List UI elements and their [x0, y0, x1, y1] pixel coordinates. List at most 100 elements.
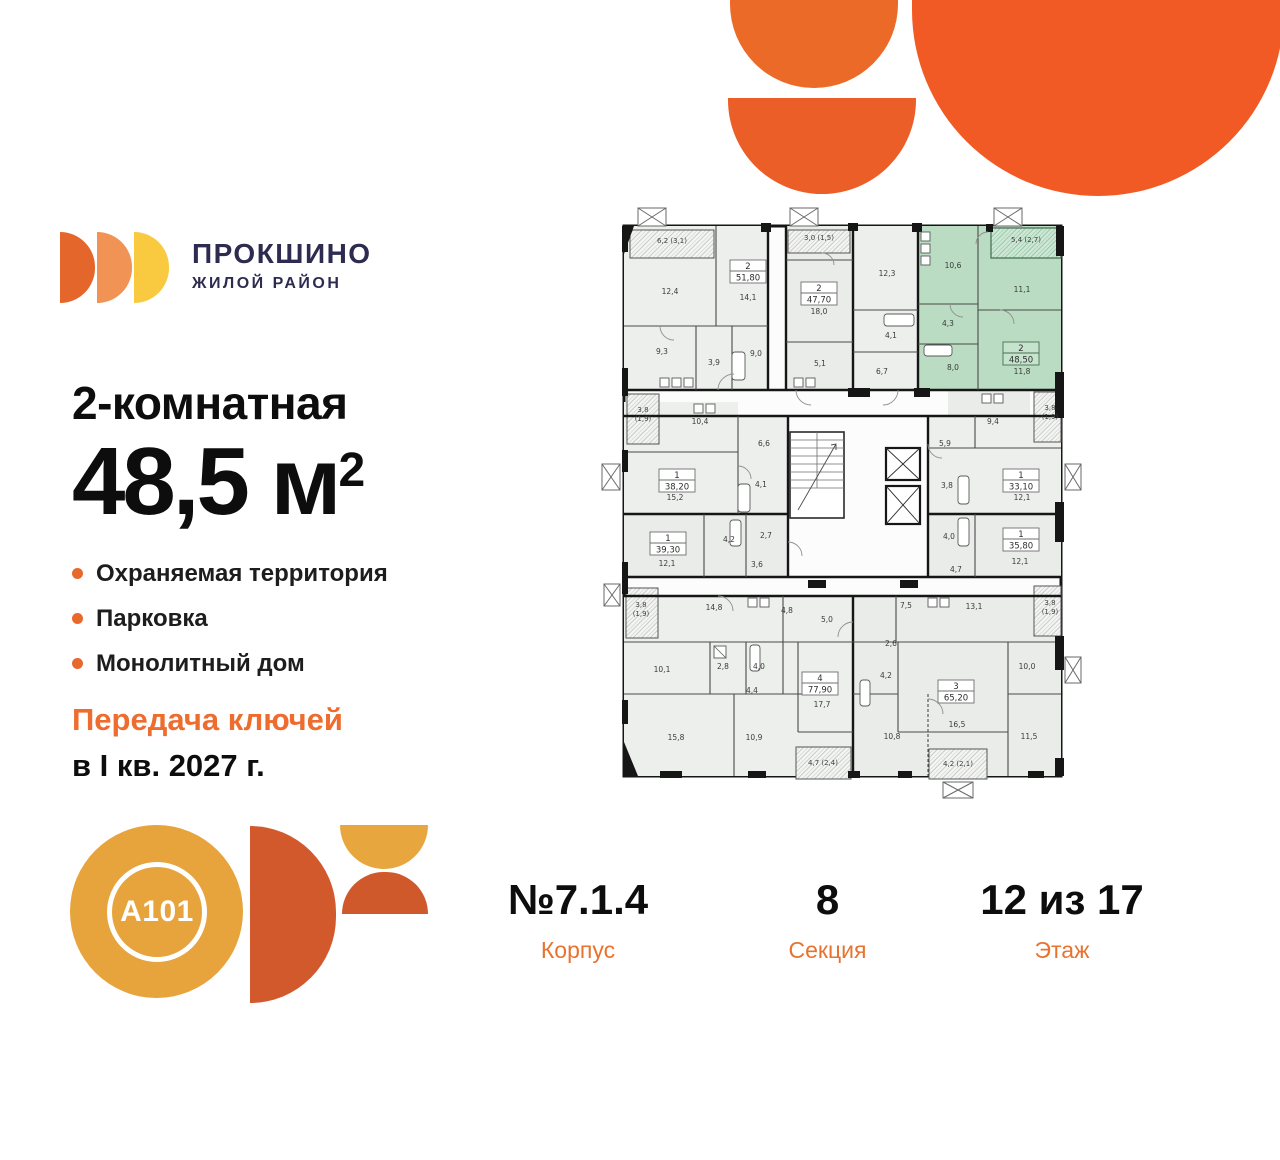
developer-logo: A101 — [65, 823, 440, 1013]
fixtures — [659, 231, 1004, 707]
handover-line-1: Передача ключей — [72, 702, 343, 737]
logo-halfcircle-yellow — [134, 232, 169, 303]
decor-semicircle-medium — [728, 98, 916, 194]
room-area-label: 15,2 — [667, 493, 684, 502]
section-info: 8 Секция — [745, 876, 910, 964]
room-area-label: 10,1 — [654, 665, 671, 674]
apartment-label-highlighted: 248,50 — [1002, 341, 1040, 366]
logo-halfcircle-light-orange — [97, 232, 132, 303]
room-partitions — [624, 226, 1061, 776]
room-area-label: 14,8 — [706, 603, 723, 612]
room-area-label: 5,1 — [814, 359, 826, 368]
apartment-label: 138,20 — [658, 468, 696, 493]
room-area-label: 17,7 — [814, 700, 831, 709]
balcony-area-label: (1,9) — [1042, 413, 1059, 421]
apartment-rooms-count: 2 — [816, 284, 821, 294]
apartment-label: 247,70 — [800, 281, 838, 306]
apartment-rooms-count: 1 — [1018, 471, 1023, 481]
apartment-label: 139,30 — [649, 531, 687, 556]
handover-line-2: в I кв. 2027 г. — [72, 748, 265, 783]
room-area-label: 10,6 — [945, 261, 962, 270]
room-area-label: 12,4 — [662, 287, 679, 296]
balcony-area-label: 6,2 (3,1) — [657, 237, 687, 245]
balcony-area-label: 3,8 — [637, 406, 648, 414]
room-area-label: 2,6 — [885, 639, 897, 648]
feature-item: Монолитный дом — [72, 650, 512, 678]
vent-shafts — [601, 207, 1082, 799]
room-area-label: 3,8 — [941, 481, 953, 490]
apartment-label: 251,80 — [729, 259, 767, 284]
room-area-label: 4,7 — [950, 565, 962, 574]
apartment-area-value: 77,90 — [808, 686, 832, 696]
floor-info: 12 из 17 Этаж — [952, 876, 1172, 964]
balcony-area-label: (1,9) — [1042, 608, 1059, 616]
floor-value: 12 из 17 — [980, 876, 1144, 923]
room-area-label: 5,0 — [821, 615, 833, 624]
apartment-rooms-count: 1 — [665, 534, 670, 544]
apartment-rooms-count: 1 — [1018, 530, 1023, 540]
a101-text: A101 — [120, 895, 194, 928]
bullet-icon — [72, 568, 83, 579]
apartment-rooms-count: 1 — [674, 471, 679, 481]
balcony-area-label: 3,0 (1,5) — [804, 234, 834, 242]
offer-block: 2-комнатная 48,5 м2 Охраняемая территори… — [72, 376, 512, 784]
a101-orange-shape — [342, 872, 428, 914]
room-area-label: 13,1 — [966, 602, 983, 611]
room-area-label: 10,0 — [1019, 662, 1036, 671]
apartment-label: 365,20 — [937, 679, 975, 704]
balcony-area-label: (1,9) — [635, 415, 652, 423]
room-area-label: 10,9 — [746, 733, 763, 742]
room-area-label: 4,2 — [880, 671, 892, 680]
brand-name: ПРОКШИНО — [192, 238, 372, 269]
room-area-label: 4,0 — [753, 662, 765, 671]
room-area-label: 10,4 — [692, 417, 709, 426]
apartment-area-value: 65,20 — [944, 694, 968, 704]
room-area-label: 4,0 — [943, 532, 955, 541]
building-info: №7.1.4 Корпус — [488, 876, 668, 964]
a101-yellow-shape — [340, 825, 428, 869]
elevators — [884, 446, 922, 526]
area-superscript: 2 — [338, 444, 366, 497]
apartment-rooms-count: 2 — [745, 262, 750, 272]
feature-item: Парковка — [72, 605, 512, 633]
room-area-label: 3,9 — [708, 358, 720, 367]
decor-semicircle-large — [912, 0, 1280, 196]
room-area-label: 2,7 — [760, 531, 772, 540]
brand-logo: ПРОКШИНО ЖИЛОЙ РАЙОН — [60, 232, 480, 312]
apartment-rooms-count: 4 — [817, 674, 822, 684]
room-area-label: 8,0 — [947, 363, 959, 372]
room-area-label: 3,6 — [751, 560, 763, 569]
features-list: Охраняемая территория Парковка Монолитны… — [72, 560, 512, 678]
room-area-label: 12,3 — [879, 269, 896, 278]
apartment-area-value: 51,80 — [736, 274, 760, 284]
major-walls — [624, 226, 1061, 776]
apartment-area-value: 33,10 — [1009, 483, 1033, 493]
a101-halfcircle — [250, 826, 336, 1003]
balcony-area-label: 4,2 (2,1) — [943, 760, 973, 768]
room-area-label: 15,8 — [668, 733, 685, 742]
apartment-area-value: 39,30 — [656, 546, 680, 556]
room-area-label: 2,8 — [717, 662, 729, 671]
room-area-label: 4,1 — [885, 331, 897, 340]
apartment-area-value: 35,80 — [1009, 542, 1033, 552]
room-area-label: 9,0 — [750, 349, 762, 358]
decor-semicircle-small — [730, 0, 898, 88]
room-area-label: 18,0 — [811, 307, 828, 316]
room-area-label: 6,7 — [876, 367, 888, 376]
room-area-label: 9,3 — [656, 347, 668, 356]
room-area-label: 14,1 — [740, 293, 757, 302]
room-area-label: 5,9 — [939, 439, 951, 448]
apartment-label: 477,90 — [801, 671, 839, 696]
logo-halfcircle-orange — [60, 232, 95, 303]
building-label: Корпус — [540, 937, 616, 963]
room-area-label: 9,4 — [987, 417, 999, 426]
room-area-label: 12,1 — [1014, 493, 1031, 502]
room-area-label: 11,8 — [1014, 367, 1031, 376]
room-labels: 12,414,19,33,99,018,05,112,34,16,710,611… — [654, 261, 1038, 742]
bullet-icon — [72, 613, 83, 624]
room-area-label: 16,5 — [949, 720, 966, 729]
section-label: Секция — [788, 937, 867, 963]
offer-area: 48,5 м2 — [72, 428, 366, 535]
room-area-label: 7,5 — [900, 601, 912, 610]
